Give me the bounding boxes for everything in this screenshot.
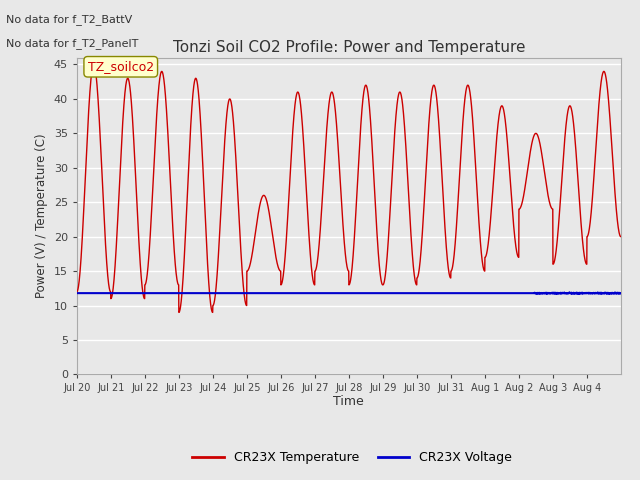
Legend: CR23X Temperature, CR23X Voltage: CR23X Temperature, CR23X Voltage [188, 446, 516, 469]
X-axis label: Time: Time [333, 395, 364, 408]
Title: Tonzi Soil CO2 Profile: Power and Temperature: Tonzi Soil CO2 Profile: Power and Temper… [173, 40, 525, 55]
Text: No data for f_T2_PanelT: No data for f_T2_PanelT [6, 38, 139, 49]
Y-axis label: Power (V) / Temperature (C): Power (V) / Temperature (C) [35, 134, 48, 298]
Text: TZ_soilco2: TZ_soilco2 [88, 60, 154, 73]
Text: No data for f_T2_BattV: No data for f_T2_BattV [6, 14, 132, 25]
